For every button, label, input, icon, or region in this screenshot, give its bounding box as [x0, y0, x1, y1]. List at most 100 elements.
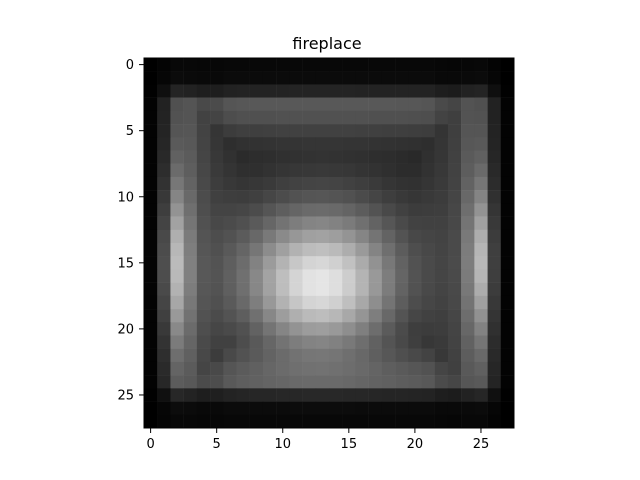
heatmap-cell: [236, 58, 250, 72]
heatmap-cell: [183, 269, 198, 283]
heatmap-cell: [421, 58, 435, 72]
heatmap-cell: [368, 322, 383, 336]
heatmap-cell: [342, 203, 356, 217]
heatmap-cell: [249, 163, 264, 178]
heatmap-cell: [395, 190, 409, 204]
heatmap-cell: [276, 361, 290, 376]
heatmap-cell: [500, 309, 515, 323]
heatmap-cell: [144, 269, 158, 283]
heatmap-cells: [144, 58, 515, 429]
heatmap-cell: [487, 176, 502, 191]
heatmap-cell: [157, 124, 171, 138]
heatmap-cell: [368, 282, 383, 297]
heatmap-cell: [342, 243, 356, 257]
heatmap-cell: [395, 401, 409, 416]
heatmap-cell: [342, 269, 356, 283]
heatmap-cell: [408, 137, 422, 151]
heatmap-cell: [157, 110, 171, 125]
heatmap-cell: [262, 71, 277, 85]
heatmap-cell: [249, 335, 264, 349]
heatmap-cell: [342, 71, 356, 85]
heatmap-cell: [236, 361, 250, 376]
heatmap-cell: [408, 322, 422, 336]
heatmap-cell: [408, 84, 422, 98]
heatmap-cell: [302, 71, 317, 85]
heatmap-cell: [500, 124, 515, 138]
heatmap-cell: [381, 256, 396, 270]
heatmap-cell: [474, 414, 488, 429]
heatmap-cell: [289, 322, 303, 336]
heatmap-cell: [315, 163, 330, 178]
heatmap-cell: [157, 375, 171, 389]
heatmap-cell: [157, 71, 171, 85]
heatmap-cell: [395, 229, 409, 244]
heatmap-cell: [368, 110, 383, 125]
heatmap-cell: [447, 322, 462, 336]
heatmap-cell: [223, 243, 237, 257]
heatmap-cell: [487, 269, 502, 283]
x-tick-label: 0: [146, 437, 154, 452]
heatmap-cell: [144, 361, 158, 376]
heatmap-cell: [381, 137, 396, 151]
heatmap-cell: [461, 190, 475, 204]
heatmap-cell: [461, 256, 475, 270]
heatmap-cell: [262, 282, 277, 297]
heatmap-cell: [262, 401, 277, 416]
heatmap-cell: [421, 361, 435, 376]
heatmap-cell: [315, 375, 330, 389]
heatmap-cell: [210, 282, 224, 297]
heatmap-cell: [210, 309, 224, 323]
heatmap-cell: [196, 335, 211, 349]
heatmap-cell: [302, 295, 317, 310]
heatmap-cell: [381, 243, 396, 257]
heatmap-cell: [434, 348, 449, 363]
heatmap-cell: [395, 282, 409, 297]
heatmap-cell: [183, 190, 198, 204]
heatmap-cell: [434, 295, 449, 310]
heatmap-cell: [289, 335, 303, 349]
heatmap-cell: [262, 97, 277, 112]
heatmap-cell: [329, 150, 343, 164]
heatmap-cell: [249, 256, 264, 270]
heatmap-cell: [210, 84, 224, 98]
heatmap-cell: [144, 163, 158, 178]
heatmap-cell: [196, 216, 211, 231]
heatmap-cell: [223, 124, 237, 138]
heatmap-cell: [421, 124, 435, 138]
heatmap-cell: [236, 110, 250, 125]
heatmap-cell: [249, 176, 264, 191]
heatmap-cell: [302, 190, 317, 204]
heatmap-cell: [408, 97, 422, 112]
heatmap-cell: [144, 137, 158, 151]
heatmap-cell: [355, 361, 369, 376]
heatmap-cell: [447, 414, 462, 429]
heatmap-cell: [461, 295, 475, 310]
heatmap-cell: [461, 388, 475, 402]
heatmap-cell: [315, 124, 330, 138]
heatmap-cell: [144, 348, 158, 363]
heatmap-cell: [434, 97, 449, 112]
heatmap-cell: [368, 269, 383, 283]
heatmap-cell: [342, 335, 356, 349]
heatmap-cell: [329, 401, 343, 416]
heatmap-cell: [315, 229, 330, 244]
heatmap-cell: [223, 348, 237, 363]
heatmap-cell: [210, 71, 224, 85]
heatmap-cell: [315, 176, 330, 191]
heatmap-cell: [223, 282, 237, 297]
heatmap-cell: [223, 150, 237, 164]
heatmap-cell: [421, 203, 435, 217]
heatmap-cell: [342, 348, 356, 363]
heatmap-cell: [447, 176, 462, 191]
heatmap-cell: [342, 414, 356, 429]
heatmap-cell: [408, 58, 422, 72]
heatmap-cell: [447, 388, 462, 402]
heatmap-cell: [447, 243, 462, 257]
heatmap-cell: [170, 414, 184, 429]
heatmap-cell: [249, 361, 264, 376]
heatmap-cell: [183, 97, 198, 112]
heatmap-cell: [183, 229, 198, 244]
heatmap-cell: [434, 124, 449, 138]
heatmap-cell: [421, 375, 435, 389]
heatmap-cell: [302, 124, 317, 138]
